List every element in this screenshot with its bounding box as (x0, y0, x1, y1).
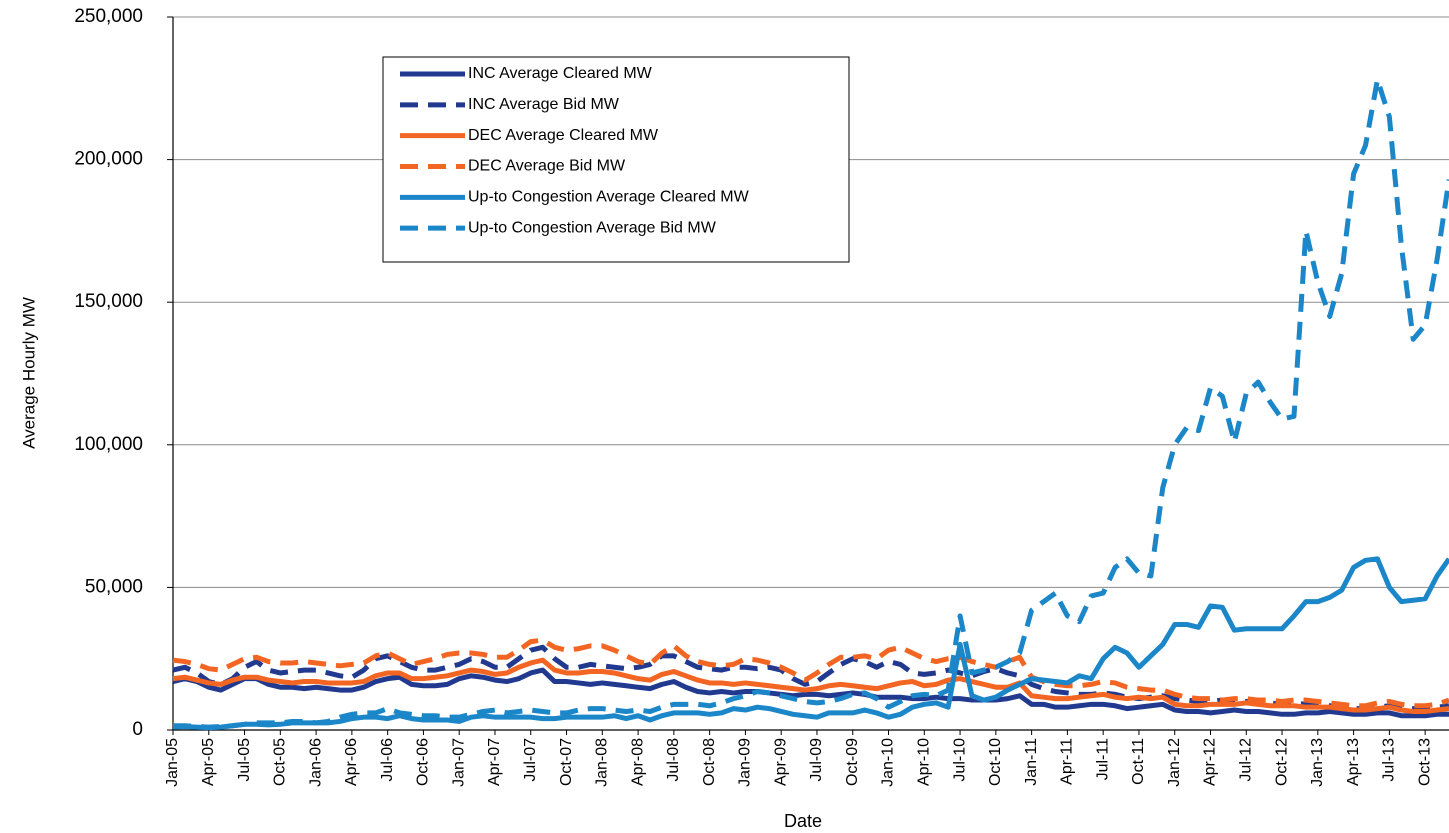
x-tick-label: Jan-11 (1023, 738, 1040, 786)
series-line (172, 667, 1449, 719)
legend-label: Up-to Congestion Average Bid MW (468, 219, 717, 236)
x-tick-label: Oct-07 (558, 738, 575, 786)
y-tick-label: 0 (132, 719, 143, 740)
x-tick-label: Jan-10 (880, 738, 897, 787)
x-tick-label: Jan-13 (1309, 738, 1326, 787)
x-tick-label: Jan-09 (737, 738, 754, 787)
legend: INC Average Cleared MW INC Average Bid MW… (382, 56, 850, 263)
x-tick-label: Apr-05 (200, 738, 217, 786)
x-tick-label: Apr-13 (1345, 738, 1362, 786)
x-tick-label: Jan-07 (450, 738, 467, 787)
series-line (172, 556, 1449, 731)
legend-label: Up-to Congestion Average Cleared MW (468, 189, 750, 206)
series-line (172, 657, 1449, 714)
x-tick-label: Jan-08 (594, 738, 611, 787)
legend-label: INC Average Bid MW (468, 96, 620, 113)
x-tick-label: Apr-11 (1059, 738, 1076, 785)
legend-label: DEC Average Cleared MW (468, 127, 659, 144)
x-tick-label: Oct-12 (1273, 738, 1290, 786)
x-tick-label: Jan-12 (1166, 738, 1183, 787)
legend-label: INC Average Cleared MW (468, 65, 653, 82)
y-tick-label: 100,000 (74, 434, 143, 455)
x-tick-label: Oct-06 (415, 738, 432, 786)
x-tick-label: Jul-06 (379, 738, 396, 782)
x-tick-label: Oct-10 (987, 738, 1004, 786)
legend-label: DEC Average Bid MW (468, 158, 626, 175)
x-tick-label: Oct-11 (1130, 738, 1147, 785)
y-tick-label: 250,000 (74, 6, 143, 27)
x-tick-label: Oct-09 (844, 738, 861, 786)
y-axis-label: Average Hourly MW (19, 297, 38, 449)
x-tick-label: Jul-08 (665, 738, 682, 782)
x-tick-label: Jul-10 (951, 738, 968, 782)
x-tick-label: Apr-07 (486, 738, 503, 786)
x-tick-label: Apr-10 (916, 738, 933, 786)
series-line (172, 644, 1449, 712)
x-tick-label: Jul-09 (808, 738, 825, 782)
x-tick-label: Jul-05 (236, 738, 253, 782)
x-tick-label: Apr-09 (772, 738, 789, 786)
x-tick-label: Jul-13 (1381, 738, 1398, 782)
x-tick-label: Jul-11 (1094, 738, 1111, 780)
y-tick-label: 200,000 (74, 149, 143, 170)
x-tick-label: Jul-12 (1237, 738, 1254, 782)
x-tick-label: Oct-08 (701, 738, 718, 786)
x-tick-label: Oct-05 (272, 738, 289, 786)
x-axis-label: Date (784, 811, 822, 831)
x-tick-label: Apr-06 (343, 738, 360, 786)
x-tick-label: Jul-07 (522, 738, 539, 782)
y-tick-label: 50,000 (85, 576, 143, 597)
x-tick-label: Jan-06 (307, 738, 324, 787)
x-tick-label: Jan-05 (164, 738, 181, 787)
series-line (172, 637, 1449, 709)
series-line (173, 77, 1449, 730)
x-tick-label: Oct-13 (1416, 738, 1433, 786)
y-tick-label: 150,000 (74, 291, 143, 312)
x-tick-label: Apr-08 (629, 738, 646, 786)
x-tick-label: Apr-12 (1202, 738, 1219, 786)
